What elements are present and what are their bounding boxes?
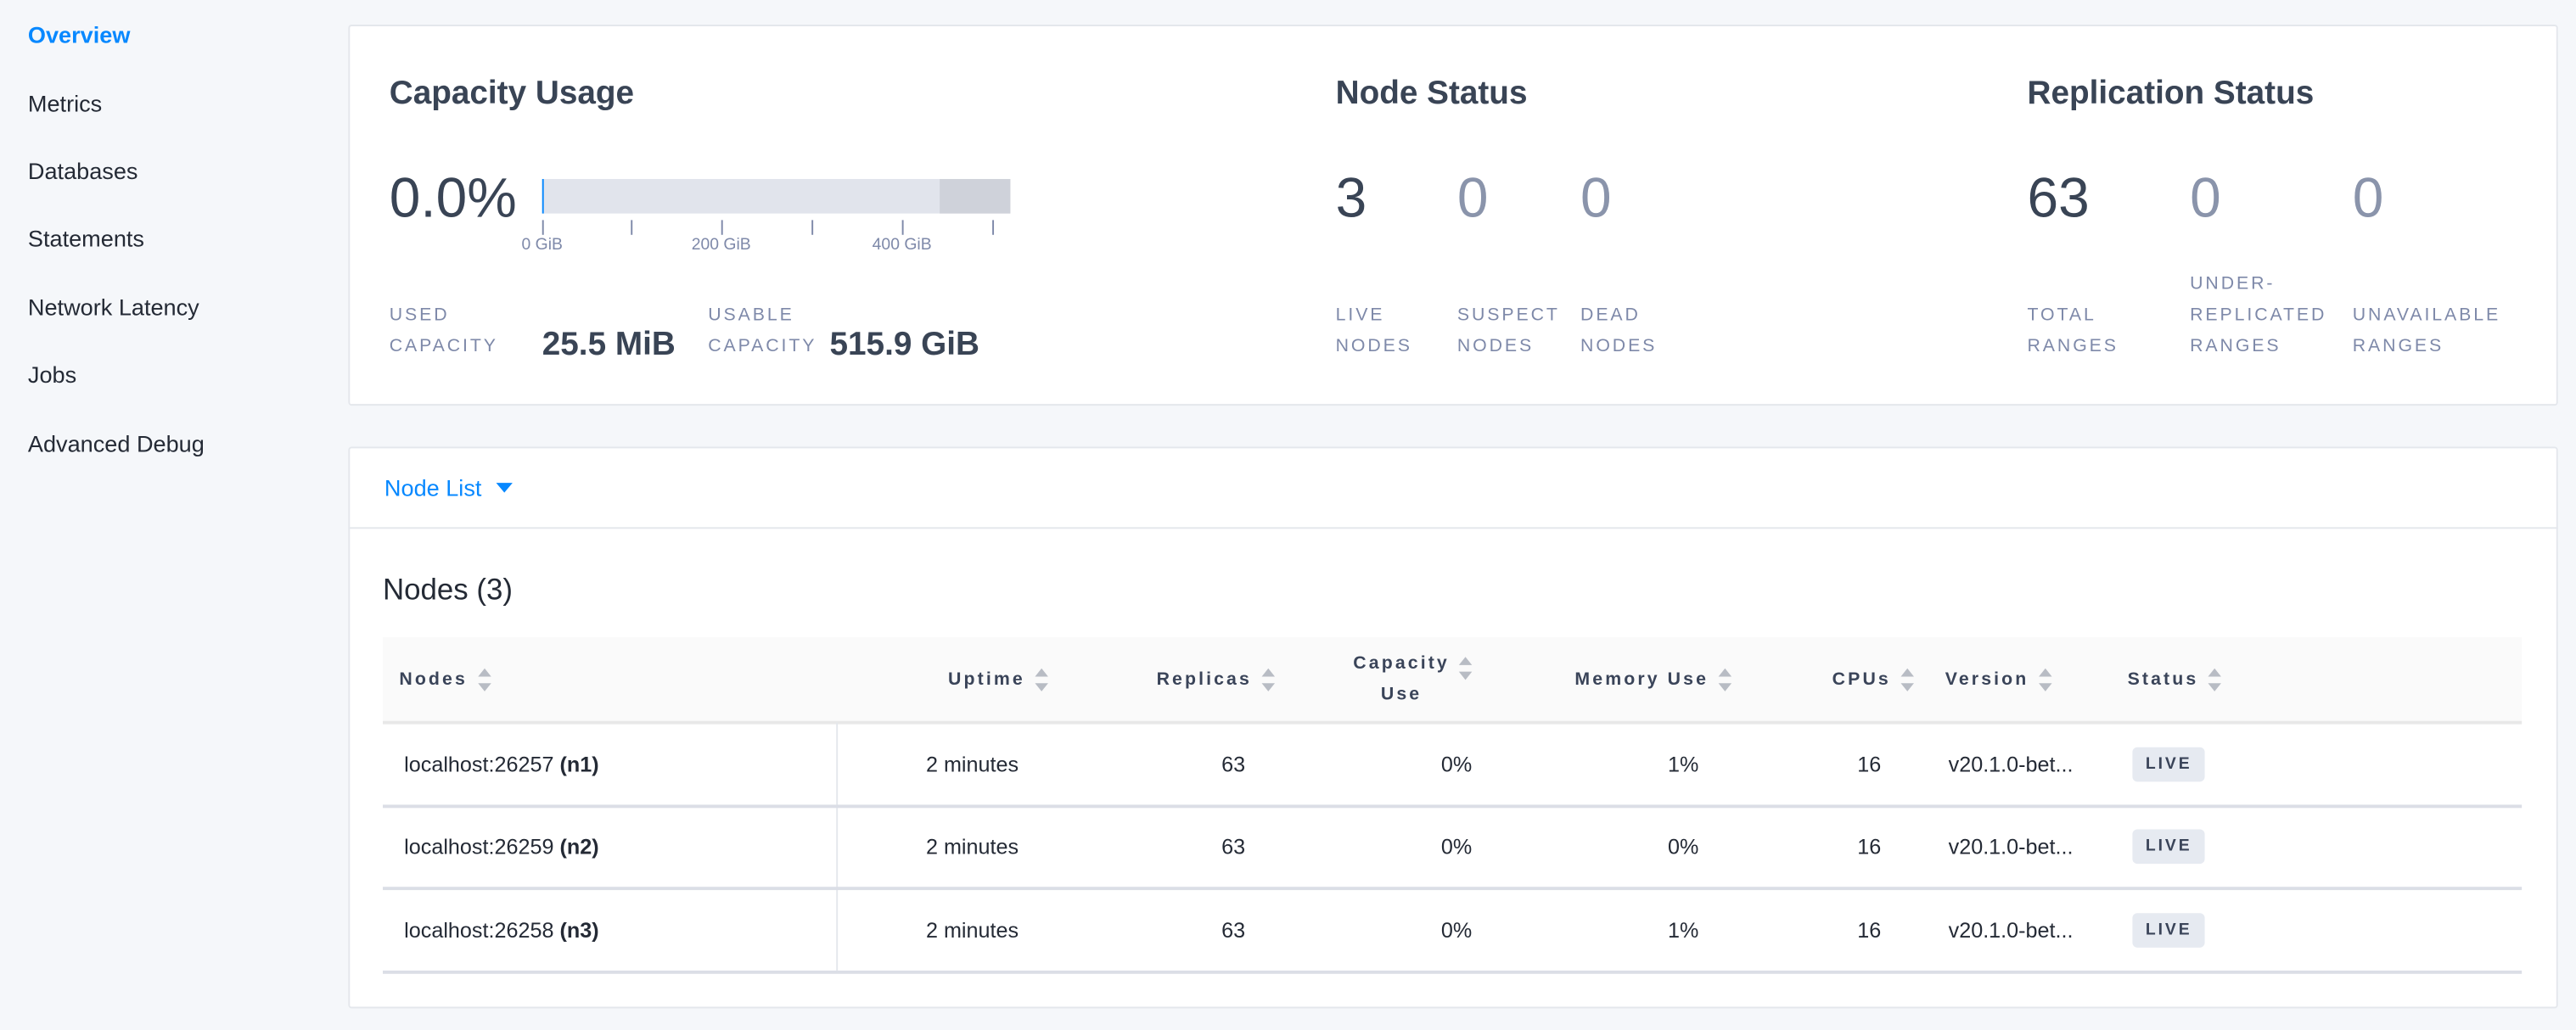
sidebar-item-overview[interactable]: Overview [27,21,131,48]
cpus-cell: 16 [1857,917,1882,943]
node-name-cell[interactable]: localhost:26259 (n2) [404,833,599,859]
memory-use-cell: 0% [1668,833,1699,859]
node-list-dropdown[interactable]: Node List [384,474,514,501]
sort-icon [1900,667,1914,691]
status-badge: LIVE [2132,912,2206,947]
sort-icon [2208,667,2222,691]
memory-use-cell: 1% [1668,917,1699,943]
cpus-cell: 16 [1857,751,1882,776]
axis-tick [721,220,723,235]
status-badge: LIVE [2132,746,2206,781]
sort-icon [1261,667,1276,691]
unavailable-ranges-count: 0 [2352,167,2384,230]
node-status-title: Node Status [1335,76,1528,112]
axis-tick-label: 0 GiB [521,236,563,255]
column-header-status[interactable]: Status [2128,637,2222,721]
column-header-memory-use[interactable]: Memory Use [1505,637,1732,721]
column-header-version[interactable]: Version [1945,637,2052,721]
nodes-title: Nodes (3) [382,573,513,607]
axis-tick [901,220,904,235]
total-ranges-label: Total Ranges [2027,305,2119,357]
sort-icon [1718,667,1732,691]
column-header-capacity-use[interactable]: Capacity Use [1314,637,1511,721]
replicas-cell: 63 [1221,917,1246,943]
divider [348,527,2558,529]
cpus-cell: 16 [1857,833,1882,859]
sidebar-item-statements[interactable]: Statements [27,225,145,252]
sort-icon [1459,657,1473,680]
uptime-cell: 2 minutes [925,751,1019,776]
table-row[interactable]: localhost:26258 (n3) 2 minutes 63 0% 1% 16 v20… [382,888,2523,974]
caret-down-icon [496,483,514,493]
sort-icon [2038,667,2052,691]
uptime-cell: 2 minutes [925,833,1019,859]
replicas-cell: 63 [1221,833,1246,859]
live-nodes-label: Live Nodes [1335,305,1412,357]
axis-tick-label: 400 GiB [872,236,932,255]
axis-tick [542,220,544,235]
node-list-dropdown-label: Node List [384,474,482,501]
axis-tick [631,220,633,235]
under-replicated-count: 0 [2190,167,2221,230]
replication-status-title: Replication Status [2027,76,2315,112]
usable-capacity-value: 515.9 GiB [829,327,979,363]
capacity-usage-title: Capacity Usage [389,76,635,112]
sort-icon [477,667,491,691]
dead-nodes-count: 0 [1580,167,1612,230]
memory-use-cell: 1% [1668,751,1699,776]
node-name-cell[interactable]: localhost:26257 (n1) [404,751,599,776]
used-capacity-label: Used Capacity [389,305,498,357]
axis-tick [811,220,814,235]
column-header-nodes[interactable]: Nodes [399,637,491,721]
version-cell: v20.1.0-bet... [1948,751,2074,776]
sidebar-item-databases[interactable]: Databases [27,157,138,184]
live-nodes-count: 3 [1335,167,1367,230]
sidebar-item-advanced-debug[interactable]: Advanced Debug [27,430,205,457]
capacity-use-cell: 0% [1440,833,1473,859]
table-row[interactable]: localhost:26257 (n1) 2 minutes 63 0% 1% 16 v20… [382,723,2523,809]
status-cell: LIVE [2132,888,2206,971]
under-replicated-label: Under- Replicated Ranges [2190,274,2327,357]
cluster-summary-card [348,25,2558,406]
uptime-cell: 2 minutes [925,917,1019,943]
axis-tick-label: 200 GiB [691,236,751,255]
replicas-cell: 63 [1221,751,1246,776]
column-divider [836,722,839,972]
capacity-use-cell: 0% [1440,751,1473,776]
table-row[interactable]: localhost:26259 (n2) 2 minutes 63 0% 0% 16 v20… [382,804,2523,891]
capacity-bar-unusable [940,178,1011,214]
suspect-nodes-count: 0 [1456,167,1489,230]
version-cell: v20.1.0-bet... [1948,833,2074,859]
axis-tick [992,220,995,235]
sidebar-item-jobs[interactable]: Jobs [27,361,77,388]
used-capacity-value: 25.5 MiB [542,327,676,363]
sidebar-item-network-latency[interactable]: Network Latency [27,294,199,321]
status-cell: LIVE [2132,723,2206,805]
column-header-cpus[interactable]: CPUs [1731,637,1914,721]
version-cell: v20.1.0-bet... [1948,917,2074,943]
capacity-use-cell: 0% [1440,917,1473,943]
column-header-uptime[interactable]: Uptime [836,637,1052,721]
node-name-cell[interactable]: localhost:26258 (n3) [404,917,599,943]
capacity-bar [542,178,1011,214]
table-header [382,637,2523,725]
status-badge: LIVE [2132,828,2206,864]
sort-icon [1035,667,1048,691]
sidebar-item-metrics[interactable]: Metrics [27,90,103,117]
capacity-bar-used [542,178,544,214]
dead-nodes-label: Dead Nodes [1580,305,1658,357]
suspect-nodes-label: Suspect Nodes [1456,305,1560,357]
capacity-percent: 0.0% [389,167,517,230]
unavailable-ranges-label: Unavailable Ranges [2352,305,2501,357]
total-ranges-count: 63 [2027,167,2090,230]
usable-capacity-label: Usable Capacity [708,305,817,357]
status-cell: LIVE [2132,804,2206,887]
column-header-replicas[interactable]: Replicas [1052,637,1278,721]
